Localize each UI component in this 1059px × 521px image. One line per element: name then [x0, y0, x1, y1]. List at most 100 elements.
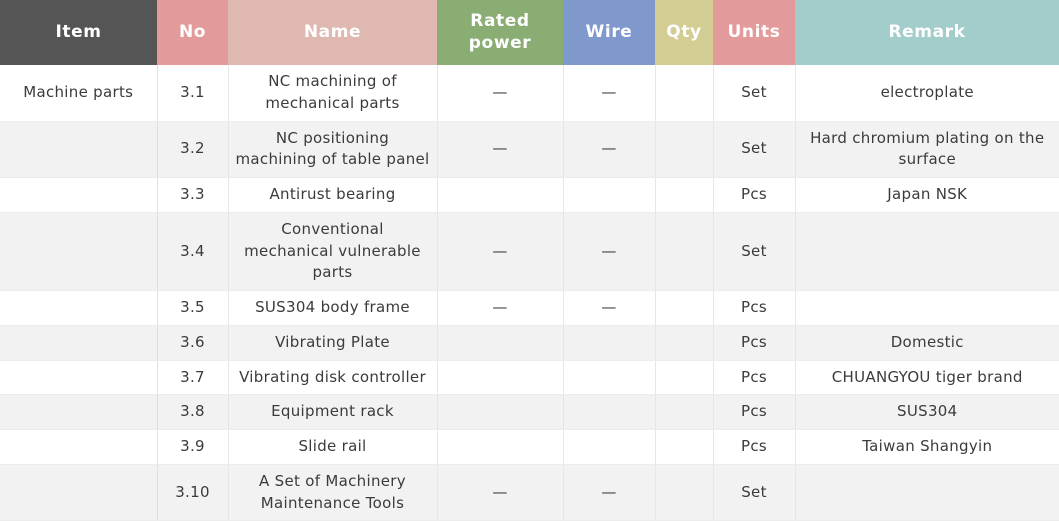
cell-remark: Hard chromium plating on the surface [795, 121, 1059, 178]
cell-power [437, 325, 564, 361]
cell-qty [655, 177, 714, 213]
cell-wire: — [563, 290, 656, 326]
cell-units: Pcs [713, 290, 796, 326]
cell-qty [655, 360, 714, 396]
column-header-units[interactable]: Units [713, 0, 795, 65]
table-row: 3.5 SUS304 body frame — — Pcs [0, 290, 1059, 326]
column-header-rated-power[interactable]: Rated power [437, 0, 563, 65]
table-row: 3.10 A Set of Machinery Maintenance Tools… [0, 464, 1059, 521]
cell-power [437, 429, 564, 465]
cell-remark: Taiwan Shangyin [795, 429, 1059, 465]
cell-item [0, 394, 158, 430]
cell-no: 3.7 [157, 360, 229, 396]
cell-qty [655, 65, 714, 122]
cell-remark: electroplate [795, 65, 1059, 122]
table-row: 3.4 Conventional mechanical vulnerable pa… [0, 212, 1059, 292]
cell-wire: — [563, 65, 656, 122]
cell-name: Vibrating Plate [228, 325, 438, 361]
cell-qty [655, 325, 714, 361]
table-header-row: Item No Name Rated power Wire Qty Units … [0, 0, 1059, 65]
cell-item [0, 290, 158, 326]
cell-wire [563, 394, 656, 430]
cell-item [0, 464, 158, 521]
column-header-item[interactable]: Item [0, 0, 157, 65]
cell-power: — [437, 212, 564, 292]
cell-no: 3.5 [157, 290, 229, 326]
cell-qty [655, 429, 714, 465]
cell-name: Vibrating disk controller [228, 360, 438, 396]
cell-units: Pcs [713, 177, 796, 213]
cell-remark: Japan NSK [795, 177, 1059, 213]
cell-power: — [437, 290, 564, 326]
cell-units: Pcs [713, 394, 796, 430]
table-row: 3.2 NC positioning machining of table pan… [0, 121, 1059, 178]
cell-remark: CHUANGYOU tiger brand [795, 360, 1059, 396]
cell-remark [795, 290, 1059, 326]
cell-name: NC machining of mechanical parts [228, 65, 438, 122]
cell-wire [563, 429, 656, 465]
cell-units: Set [713, 121, 796, 178]
cell-power: — [437, 65, 564, 122]
table-row: 3.9 Slide rail Pcs Taiwan Shangyin [0, 429, 1059, 465]
cell-item [0, 177, 158, 213]
cell-units: Set [713, 464, 796, 521]
cell-name: Equipment rack [228, 394, 438, 430]
table-header: Item No Name Rated power Wire Qty Units … [0, 0, 1059, 65]
cell-units: Set [713, 212, 796, 292]
cell-name: A Set of Machinery Maintenance Tools [228, 464, 438, 521]
cell-item [0, 212, 158, 292]
cell-qty [655, 121, 714, 178]
cell-qty [655, 464, 714, 521]
cell-name: Slide rail [228, 429, 438, 465]
cell-qty [655, 290, 714, 326]
table-row: Machine parts 3.1 NC machining of mechanic… [0, 65, 1059, 122]
table-row: 3.8 Equipment rack Pcs SUS304 [0, 394, 1059, 430]
cell-power [437, 177, 564, 213]
cell-no: 3.1 [157, 65, 229, 122]
cell-item [0, 429, 158, 465]
cell-remark [795, 464, 1059, 521]
cell-no: 3.2 [157, 121, 229, 178]
cell-item: Machine parts [0, 65, 158, 122]
column-header-no[interactable]: No [157, 0, 228, 65]
cell-no: 3.8 [157, 394, 229, 430]
cell-wire: — [563, 464, 656, 521]
cell-no: 3.10 [157, 464, 229, 521]
cell-remark [795, 212, 1059, 292]
cell-name: NC positioning machining of table panel [228, 121, 438, 178]
cell-no: 3.6 [157, 325, 229, 361]
cell-remark: Domestic [795, 325, 1059, 361]
cell-power [437, 360, 564, 396]
cell-no: 3.9 [157, 429, 229, 465]
cell-units: Pcs [713, 360, 796, 396]
cell-wire [563, 360, 656, 396]
cell-name: SUS304 body frame [228, 290, 438, 326]
column-header-name[interactable]: Name [228, 0, 437, 65]
cell-wire: — [563, 121, 656, 178]
column-header-wire[interactable]: Wire [563, 0, 655, 65]
cell-name: Conventional mechanical vulnerable parts [228, 212, 438, 292]
cell-wire [563, 325, 656, 361]
column-header-remark[interactable]: Remark [795, 0, 1059, 65]
cell-units: Set [713, 65, 796, 122]
cell-name: Antirust bearing [228, 177, 438, 213]
table-row: 3.3 Antirust bearing Pcs Japan NSK [0, 177, 1059, 213]
table-row: 3.6 Vibrating Plate Pcs Domestic [0, 325, 1059, 361]
column-header-qty[interactable]: Qty [655, 0, 713, 65]
cell-power [437, 394, 564, 430]
cell-no: 3.4 [157, 212, 229, 292]
table-body: Machine parts 3.1 NC machining of mechanic… [0, 65, 1059, 521]
cell-units: Pcs [713, 325, 796, 361]
cell-wire: — [563, 212, 656, 292]
cell-power: — [437, 121, 564, 178]
table-row: 3.7 Vibrating disk controller Pcs CHUANGYOU… [0, 360, 1059, 396]
cell-item [0, 325, 158, 361]
cell-no: 3.3 [157, 177, 229, 213]
cell-qty [655, 212, 714, 292]
cell-remark: SUS304 [795, 394, 1059, 430]
cell-item [0, 360, 158, 396]
cell-units: Pcs [713, 429, 796, 465]
cell-wire [563, 177, 656, 213]
